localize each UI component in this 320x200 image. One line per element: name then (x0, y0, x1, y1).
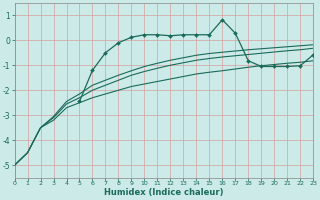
X-axis label: Humidex (Indice chaleur): Humidex (Indice chaleur) (104, 188, 224, 197)
